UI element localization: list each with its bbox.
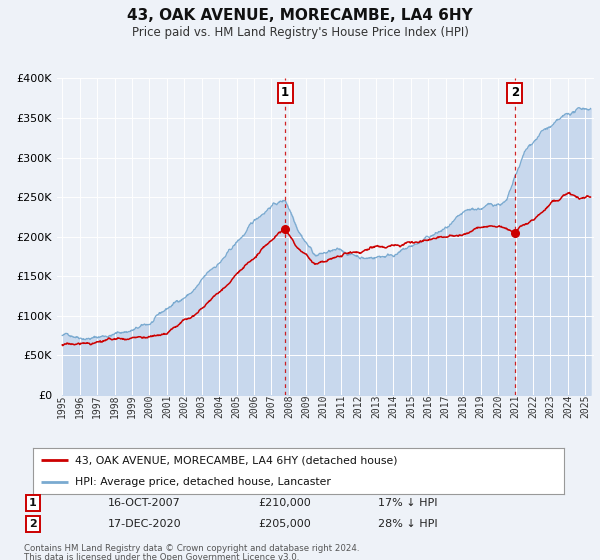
Text: 2001: 2001	[162, 395, 172, 418]
Text: 28% ↓ HPI: 28% ↓ HPI	[378, 519, 437, 529]
Text: 43, OAK AVENUE, MORECAMBE, LA4 6HY (detached house): 43, OAK AVENUE, MORECAMBE, LA4 6HY (deta…	[76, 455, 398, 465]
Text: £205,000: £205,000	[258, 519, 311, 529]
Text: 2017: 2017	[441, 395, 451, 418]
Text: 2023: 2023	[545, 395, 556, 418]
Text: 2008: 2008	[284, 395, 294, 418]
Text: 1996: 1996	[74, 395, 85, 418]
Text: 1999: 1999	[127, 395, 137, 418]
Text: 2013: 2013	[371, 395, 381, 418]
Text: 2020: 2020	[493, 395, 503, 418]
Text: 2018: 2018	[458, 395, 468, 418]
Text: 2021: 2021	[511, 395, 521, 418]
Text: 1: 1	[281, 86, 289, 99]
Text: 2002: 2002	[179, 395, 189, 418]
Text: 1: 1	[29, 498, 37, 508]
Text: 1998: 1998	[110, 395, 119, 418]
Text: £210,000: £210,000	[258, 498, 311, 508]
Text: 2007: 2007	[266, 395, 277, 418]
Text: 2024: 2024	[563, 395, 573, 418]
Text: 2: 2	[511, 86, 519, 99]
Text: 2003: 2003	[197, 395, 207, 418]
Text: 2012: 2012	[353, 395, 364, 418]
Text: 43, OAK AVENUE, MORECAMBE, LA4 6HY: 43, OAK AVENUE, MORECAMBE, LA4 6HY	[127, 8, 473, 24]
Text: 16-OCT-2007: 16-OCT-2007	[108, 498, 181, 508]
Text: 2: 2	[29, 519, 37, 529]
Text: 2019: 2019	[476, 395, 485, 418]
Text: 2011: 2011	[336, 395, 346, 418]
Text: This data is licensed under the Open Government Licence v3.0.: This data is licensed under the Open Gov…	[24, 553, 299, 560]
Text: 2000: 2000	[145, 395, 154, 418]
Text: 2004: 2004	[214, 395, 224, 418]
Text: 1997: 1997	[92, 395, 102, 418]
Text: 2006: 2006	[249, 395, 259, 418]
Text: 2016: 2016	[424, 395, 433, 418]
Text: 2009: 2009	[301, 395, 311, 418]
Text: 2022: 2022	[528, 395, 538, 418]
Text: Contains HM Land Registry data © Crown copyright and database right 2024.: Contains HM Land Registry data © Crown c…	[24, 544, 359, 553]
Text: HPI: Average price, detached house, Lancaster: HPI: Average price, detached house, Lanc…	[76, 477, 331, 487]
Text: 17% ↓ HPI: 17% ↓ HPI	[378, 498, 437, 508]
Text: 2010: 2010	[319, 395, 329, 418]
Text: 2025: 2025	[580, 395, 590, 418]
Text: Price paid vs. HM Land Registry's House Price Index (HPI): Price paid vs. HM Land Registry's House …	[131, 26, 469, 39]
Text: 2005: 2005	[232, 395, 242, 418]
Text: 2014: 2014	[388, 395, 398, 418]
Text: 1995: 1995	[57, 395, 67, 418]
Text: 17-DEC-2020: 17-DEC-2020	[108, 519, 182, 529]
Text: 2015: 2015	[406, 395, 416, 418]
